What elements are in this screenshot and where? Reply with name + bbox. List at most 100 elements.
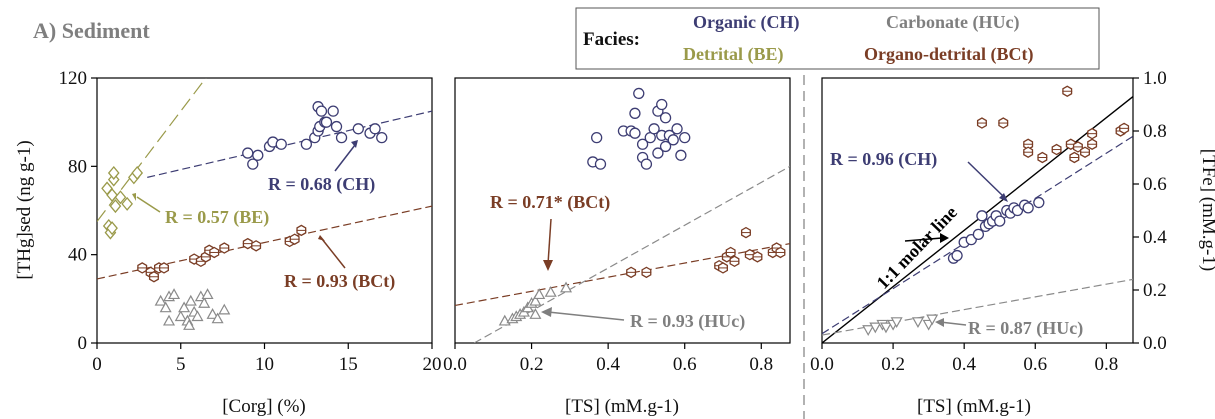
y-tick-label: 40	[68, 245, 87, 266]
point-huc	[560, 281, 573, 293]
point-huc	[869, 322, 882, 334]
legend-entry-be: Detrital (BE)	[683, 44, 783, 65]
point-ch	[652, 147, 664, 159]
point-be	[114, 190, 127, 205]
point-ch	[320, 116, 333, 128]
fit-label-huc: R = 0.87 (HUc)	[968, 318, 1083, 339]
x-tick-label: 0.4	[596, 354, 620, 375]
legend-box	[575, 7, 1100, 70]
point-ch	[594, 158, 607, 170]
point-huc	[183, 319, 196, 330]
x-tick-label: 15	[339, 354, 358, 375]
ts-tfe-panel: 0.0 0.2 0.4 0.6 0.8 0.0 0.2 0.4 0.6 0.8 1.0 [TS] (…	[810, 68, 1215, 417]
point-ch	[636, 138, 649, 150]
point-be	[107, 165, 120, 180]
annotation-arrows	[132, 140, 358, 269]
point-huc	[159, 301, 172, 313]
point-be	[131, 165, 144, 180]
fit-label-be: R = 0.57 (BE)	[165, 207, 269, 228]
point-be	[106, 188, 118, 203]
point-ch	[994, 215, 1006, 227]
point-huc	[862, 325, 875, 336]
point-ch	[675, 149, 687, 161]
point-huc	[879, 322, 892, 334]
point-huc	[198, 297, 211, 308]
point-be	[106, 221, 118, 236]
x-tick-label: 10	[255, 354, 274, 375]
fit-label-huc: R = 0.93 (HUc)	[630, 311, 745, 332]
x-axis-label: [Corg] (%)	[222, 396, 306, 417]
y-tick-label: 0	[78, 333, 88, 354]
point-ch	[629, 107, 641, 119]
point-ch	[275, 138, 287, 150]
fit-line-ch	[147, 110, 432, 178]
point-ch	[330, 120, 343, 133]
point-ch	[327, 105, 339, 117]
point-ch	[252, 149, 264, 161]
x-tick-label: 0.2	[520, 354, 544, 375]
point-huc	[201, 288, 214, 300]
plot-area: 0.0 0.2 0.4 0.6 0.8	[443, 87, 790, 375]
point-ch	[369, 123, 381, 135]
point-huc	[168, 288, 181, 300]
point-be	[109, 199, 122, 214]
point-huc	[211, 312, 224, 324]
annotation-arrows	[904, 161, 1008, 327]
legend: Facies: Organic (CH) Carbonate (HUc) Det…	[575, 7, 1100, 70]
x-tick-label: 0	[92, 354, 102, 375]
point-ch	[315, 105, 328, 117]
point-ch	[671, 123, 683, 135]
point-ch	[1022, 202, 1034, 214]
point-ch	[629, 127, 641, 139]
plot-area: 0 5 10 15 20 0 40 80 120	[59, 68, 442, 375]
y-tick-label: 0.2	[1143, 280, 1167, 301]
y-tick-label: 80	[68, 156, 87, 177]
annotation-arrows	[541, 218, 625, 321]
point-huc	[911, 317, 924, 329]
y-tick-label: 0.0	[1143, 333, 1167, 354]
x-tick-label: 20	[423, 354, 442, 375]
y-tick-label: 0.6	[1143, 174, 1167, 195]
x-tick-label: 0.0	[810, 354, 834, 375]
plot-frame	[454, 77, 791, 344]
point-ch	[667, 134, 679, 146]
fit-line-molar	[822, 96, 1133, 343]
point-ch	[591, 131, 603, 144]
x-tick-label: 0.4	[952, 354, 976, 375]
point-huc	[529, 294, 542, 306]
x-tick-label: 0.0	[443, 354, 467, 375]
y-axis-label: [THg]sed (ng g-1)	[14, 140, 35, 279]
point-ch	[242, 147, 254, 159]
fit-label-ch: R = 0.68 (CH)	[268, 174, 375, 195]
plot-area: 0.0 0.2 0.4 0.6 0.8 0.0 0.2 0.4 0.6 0.8 1.0	[810, 68, 1167, 375]
panel-label: A) Sediment	[33, 18, 150, 43]
point-huc	[926, 314, 939, 326]
y-tick-label: 0.4	[1143, 227, 1167, 248]
x-axis-label: [TS] (mM.g-1)	[565, 396, 679, 417]
point-huc	[533, 288, 546, 300]
point-ch	[972, 228, 985, 241]
point-huc	[174, 310, 187, 322]
fit-label-bct: R = 0.93 (BCt)	[284, 271, 395, 292]
y-axis-label: [TFe] (mM.g-1)	[1198, 149, 1215, 271]
corg-thg-panel: 0 5 10 15 20 0 40 80 120 [Corg] (%) [THg]sed (ng…	[14, 68, 442, 417]
fit-label-bct: R = 0.71* (BCt)	[490, 192, 610, 213]
point-ch	[247, 158, 259, 170]
x-tick-label: 0.6	[673, 354, 697, 375]
point-huc	[544, 285, 557, 297]
point-huc	[191, 310, 204, 322]
point-ch	[376, 131, 388, 144]
x-tick-label: 0.6	[1023, 354, 1047, 375]
x-tick-label: 0.2	[881, 354, 905, 375]
point-ch	[951, 249, 963, 262]
x-axis-label: [TS] (mM.g-1)	[917, 396, 1031, 417]
legend-entry-ch: Organic (CH)	[693, 12, 799, 33]
fit-line-bct	[97, 205, 432, 280]
point-huc	[206, 308, 219, 319]
y-tick-label: 120	[59, 68, 88, 89]
x-tick-label: 0.8	[749, 354, 773, 375]
y-tick-label: 0.8	[1143, 121, 1167, 142]
point-ch	[1033, 196, 1045, 209]
point-huc	[178, 301, 191, 313]
